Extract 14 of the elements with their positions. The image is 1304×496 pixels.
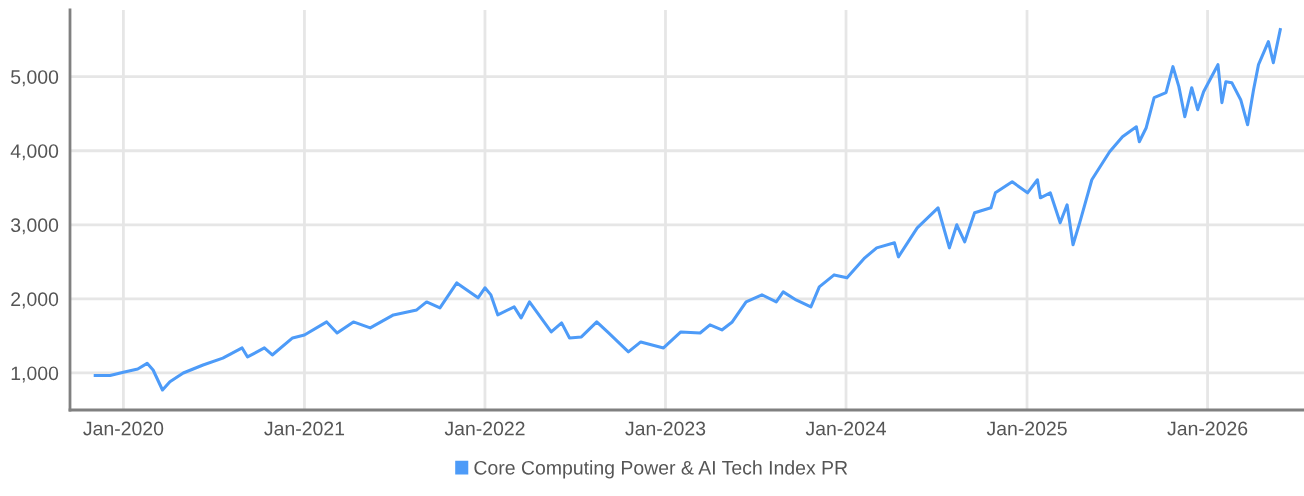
- x-tick-label: Jan-2024: [805, 421, 886, 436]
- legend-label: Core Computing Power & AI Tech Index PR: [474, 460, 848, 479]
- x-tick-label: Jan-2026: [1167, 421, 1248, 436]
- x-tick-label: Jan-2021: [264, 421, 345, 436]
- y-tick-label: 5,000: [11, 70, 59, 87]
- x-tick-label: Jan-2023: [625, 421, 706, 436]
- line-series: [93, 28, 1282, 392]
- y-tick-label: 4,000: [10, 144, 59, 161]
- y-tick-label: 3,000: [10, 218, 59, 235]
- x-tick-label: Jan-2025: [986, 421, 1067, 436]
- y-tick-label: 1,000: [11, 366, 59, 383]
- y-tick-label: 2,000: [11, 292, 59, 309]
- x-tick-label: Jan-2020: [83, 421, 164, 436]
- x-tick-label: Jan-2022: [444, 421, 525, 436]
